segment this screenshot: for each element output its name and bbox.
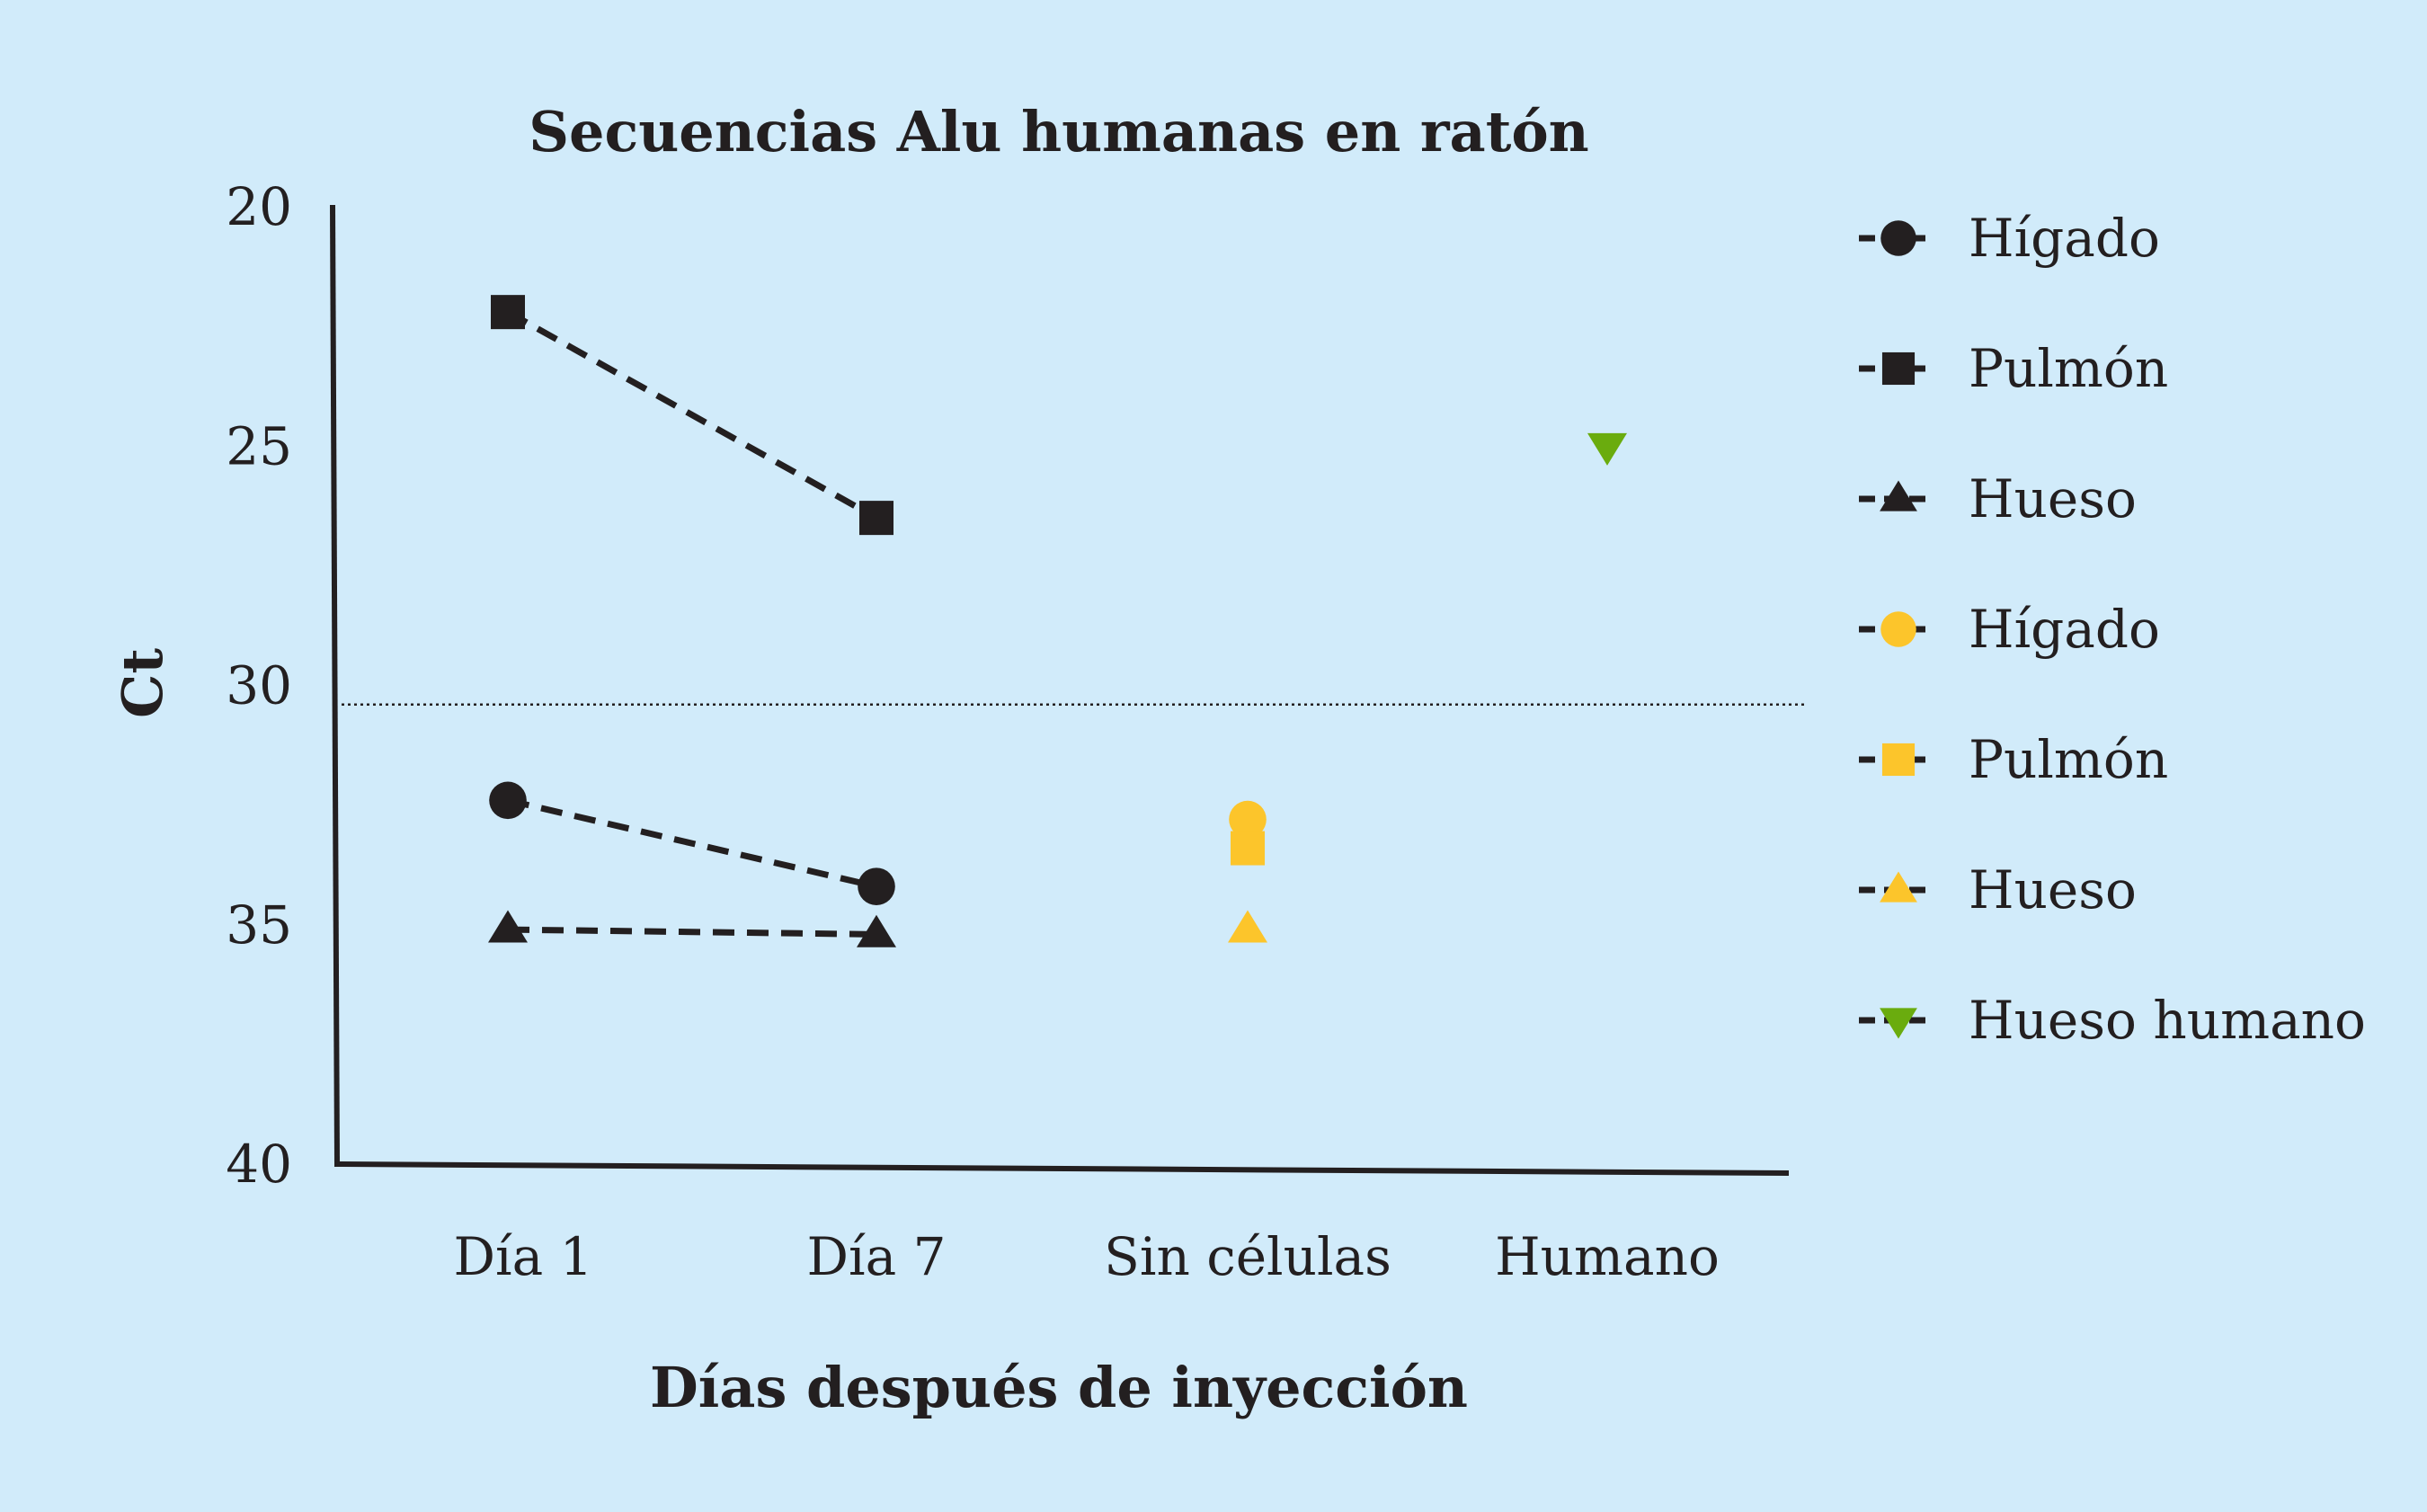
series-line-higado [507,796,877,890]
y-axis-title: Ct [110,648,175,718]
data-point-higado [1229,800,1267,839]
data-point-pulmon [491,295,525,330]
data-point-hueso [857,914,896,947]
legend-marker [1880,871,1917,903]
data-point-higado [489,781,527,820]
legend-marker [1880,220,1916,256]
legend-item-pulmon: Pulmón [1859,338,2168,399]
legend-item-hueso: Hueso [1859,859,2137,921]
legend-item-pulmon: Pulmón [1859,729,2168,790]
y-tick-label: 40 [226,1134,292,1195]
legend-item-hueso: Hueso [1859,468,2137,529]
legend-item-higado: Hígado [1859,599,2160,660]
data-point-hueso [488,910,528,943]
legend-label: Hueso [1969,859,2137,921]
y-tick-label: 20 [226,176,292,237]
x-tick-label: Humano [1495,1226,1720,1287]
data-point-pulmon [859,501,893,536]
legend-label: Hígado [1969,208,2160,269]
y-tick-label: 35 [226,894,292,956]
legend-label: Pulmón [1969,729,2168,790]
y-tick-label: 30 [226,655,292,716]
data-point-higado [858,867,895,905]
legend-label: Hígado [1969,599,2160,660]
series-line-hueso [507,926,877,938]
data-point-hueso [1228,910,1267,943]
y-axis [330,204,340,1165]
legend-item-hueso-humano: Hueso humano [1859,990,2366,1051]
data-point-pulmon [1231,831,1265,866]
x-axis [333,1161,1790,1176]
legend-label: Hueso humano [1969,990,2366,1051]
legend-label: Pulmón [1969,338,2168,399]
x-tick-label: Día 7 [807,1226,947,1287]
series-line-pulmon [506,309,878,521]
legend-marker [1881,351,1916,386]
x-tick-label: Sin células [1104,1226,1391,1287]
legend-marker [1881,743,1916,777]
x-tick-label: Día 1 [454,1226,593,1287]
legend-label: Hueso [1969,468,2137,529]
data-point-hueso-humano [1587,432,1627,466]
x-axis-title: Días después de inyección [650,1355,1468,1420]
legend-marker [1880,1008,1917,1039]
legend-marker [1880,480,1917,511]
legend-item-higado: Hígado [1859,208,2160,269]
y-tick-label: 25 [226,415,292,476]
chart-title: Secuencias Alu humanas en ratón [529,99,1589,165]
legend-marker [1880,611,1916,647]
